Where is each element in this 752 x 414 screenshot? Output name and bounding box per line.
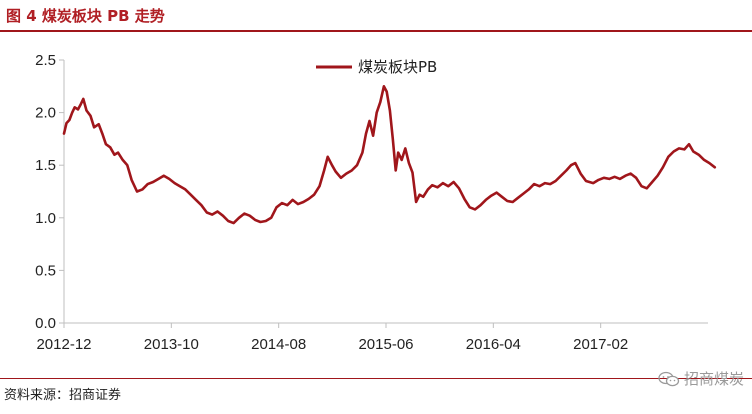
- x-tick-label: 2013-10: [144, 336, 199, 353]
- x-tick-label: 2016-04: [466, 336, 521, 353]
- series-line: [62, 85, 717, 225]
- legend-label: 煤炭板块PB: [358, 58, 437, 76]
- pb-line-chart: 0.0 0.5 1.0 1.5 2.0 2.5 2012-12 2013-10 2014-08 2…: [35, 52, 717, 353]
- y-tick-label: 2.5: [35, 52, 56, 69]
- figure-title: 图 4 煤炭板块 PB 走势: [6, 7, 165, 25]
- x-tick-label: 2017-02: [573, 336, 628, 353]
- source-note: 资料来源：招商证券: [4, 388, 122, 403]
- x-tick-label: 2014-08: [251, 336, 306, 353]
- x-tick-label: 2015-06: [358, 336, 413, 353]
- source-divider: [0, 378, 752, 379]
- watermark-text: 招商煤炭: [683, 370, 744, 388]
- title-divider: [0, 30, 752, 32]
- y-tick-label: 0.5: [35, 262, 56, 279]
- y-tick-label: 2.0: [35, 105, 56, 122]
- wechat-icon: [658, 371, 680, 386]
- y-tick-label: 0.0: [35, 315, 56, 332]
- y-tick-label: 1.5: [35, 157, 56, 174]
- x-tick-label: 2012-12: [36, 336, 91, 353]
- y-tick-label: 1.0: [35, 210, 56, 227]
- watermark: 招商煤炭: [658, 368, 744, 389]
